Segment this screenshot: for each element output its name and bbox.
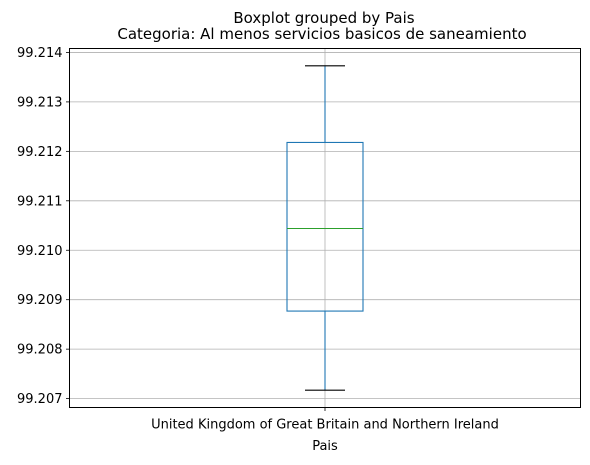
y-tick-label: 99.214 xyxy=(17,46,63,61)
x-axis-ticks: United Kingdom of Great Britain and Nort… xyxy=(151,407,499,433)
y-tick-label: 99.208 xyxy=(17,343,63,358)
y-tick-label: 99.210 xyxy=(17,244,63,259)
x-tick-label: United Kingdom of Great Britain and Nort… xyxy=(151,418,499,433)
y-tick-label: 99.212 xyxy=(17,145,63,160)
boxplot-series xyxy=(286,65,364,391)
y-tick-label: 99.213 xyxy=(17,95,63,110)
y-tick-label: 99.209 xyxy=(17,293,63,308)
chart-title: Categoria: Al menos servicios basicos de… xyxy=(117,25,526,43)
box-iqr xyxy=(286,141,364,312)
y-tick-label: 99.207 xyxy=(17,392,63,407)
y-axis-ticks: 99.207 99.208 99.209 99.210 99.211 99.212 99.2… xyxy=(17,46,70,407)
chart-suptitle: Boxplot grouped by Pais xyxy=(233,9,414,27)
plot-area-frame xyxy=(69,48,581,408)
y-tick-label: 99.211 xyxy=(17,194,63,209)
x-axis-label: Pais xyxy=(312,439,338,454)
